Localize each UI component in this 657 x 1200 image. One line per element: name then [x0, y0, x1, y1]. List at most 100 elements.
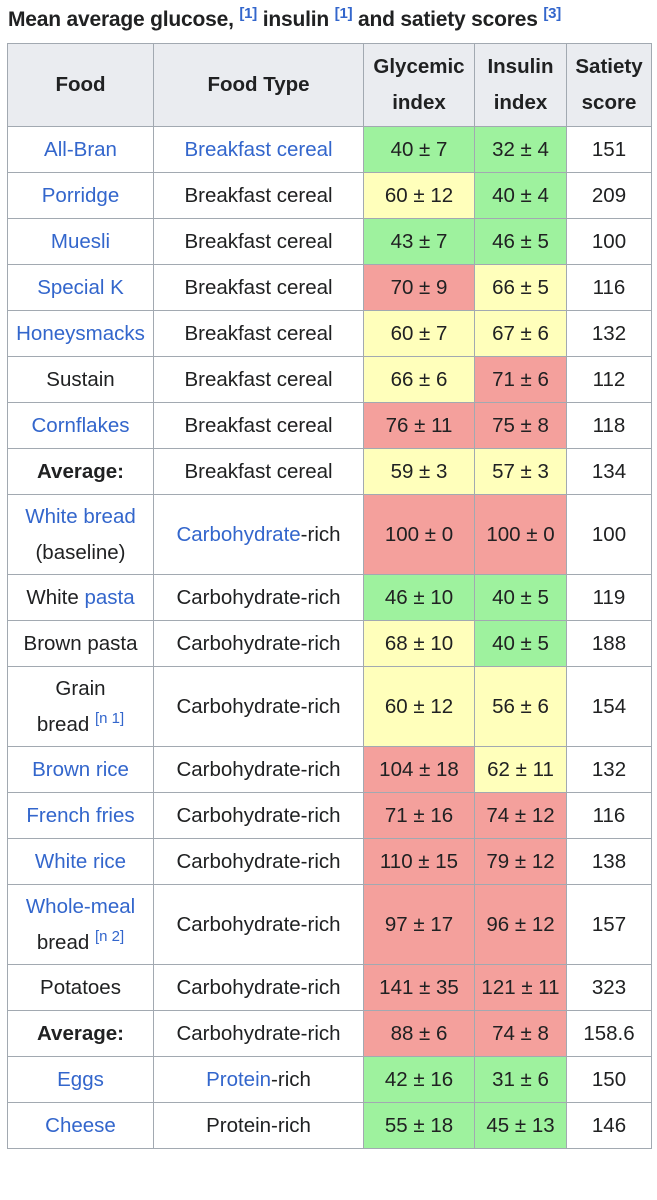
- glycemic-index-cell: 66 ± 6: [363, 356, 475, 403]
- glycemic-index-cell: 71 ± 16: [363, 792, 475, 839]
- satiety-score-cell: 116: [566, 792, 652, 839]
- satiety-score-cell: 154: [566, 666, 652, 747]
- caption-ref-2[interactable]: [1]: [334, 5, 353, 22]
- column-header-glycemic-index[interactable]: Glycemic index: [363, 43, 475, 127]
- food-link[interactable]: Cheese: [45, 1113, 116, 1137]
- caption-ref-1[interactable]: [1]: [239, 5, 258, 22]
- food-link[interactable]: Cornflakes: [31, 413, 130, 437]
- table-row: White pasta Carbohydrate-rich 46 ± 10 40 ± …: [7, 574, 652, 621]
- satiety-score-cell: 150: [566, 1056, 652, 1103]
- satiety-score-cell: 323: [566, 964, 652, 1011]
- footnote-link[interactable]: [n 1]: [94, 709, 125, 727]
- food-type: Carbohydrate-rich: [176, 757, 341, 781]
- food-link[interactable]: All-Bran: [44, 137, 117, 161]
- glycemic-index-cell: 97 ± 17: [363, 884, 475, 965]
- food-type: Breakfast cereal: [184, 321, 333, 345]
- insulin-index-cell: 66 ± 5: [474, 264, 567, 311]
- insulin-index-cell: 45 ± 13: [474, 1102, 567, 1149]
- column-header-insulin-index[interactable]: Insulin index: [474, 43, 567, 127]
- glycemic-index-cell: 104 ± 18: [363, 746, 475, 793]
- table-row: Average: Carbohydrate-rich 88 ± 6 74 ± 8 158…: [7, 1010, 652, 1057]
- food-type: Breakfast cereal: [184, 229, 333, 253]
- insulin-index-cell: 96 ± 12: [474, 884, 567, 965]
- food-cell: Grain bread [n 1]: [7, 666, 154, 747]
- insulin-index-cell: 121 ± 11: [474, 964, 567, 1011]
- caption-ref-3[interactable]: [3]: [543, 5, 562, 22]
- food-cell: Porridge: [7, 172, 154, 219]
- food-name-line2: (baseline): [35, 540, 126, 564]
- food-type-cell: Breakfast cereal: [153, 356, 364, 403]
- satiety-score-cell: 151: [566, 126, 652, 173]
- food-type-cell: Breakfast cereal: [153, 126, 364, 173]
- food-name-line2: bread: [36, 712, 90, 736]
- header-row: Food Food Type Glycemic index Insulin inde…: [7, 43, 652, 127]
- glycemic-index-cell: 60 ± 12: [363, 666, 475, 747]
- food-type-link[interactable]: Breakfast cereal: [184, 137, 333, 161]
- satiety-score-cell: 146: [566, 1102, 652, 1149]
- food-link[interactable]: Porridge: [41, 183, 120, 207]
- satiety-score-cell: 112: [566, 356, 652, 403]
- food-type-cell: Carbohydrate-rich: [153, 494, 364, 575]
- food-type: Carbohydrate-rich: [176, 912, 341, 936]
- food-cell: Brown rice: [7, 746, 154, 793]
- satiety-score-cell: 118: [566, 402, 652, 449]
- table-row: Special K Breakfast cereal 70 ± 9 66 ± 5 116: [7, 264, 652, 311]
- column-header-food[interactable]: Food: [7, 43, 154, 127]
- column-header-food-type[interactable]: Food Type: [153, 43, 364, 127]
- caption-text-1: Mean average glucose,: [8, 8, 234, 31]
- table-row: Potatoes Carbohydrate-rich 141 ± 35 121 ± 1…: [7, 964, 652, 1011]
- food-type-cell: Carbohydrate-rich: [153, 746, 364, 793]
- glycemic-index-cell: 42 ± 16: [363, 1056, 475, 1103]
- food-link[interactable]: Eggs: [57, 1067, 104, 1091]
- food-link[interactable]: Honeysmacks: [16, 321, 145, 345]
- food-type-cell: Carbohydrate-rich: [153, 792, 364, 839]
- table-row: White rice Carbohydrate-rich 110 ± 15 79 ± …: [7, 838, 652, 885]
- food-cell: White bread (baseline): [7, 494, 154, 575]
- food-type-link[interactable]: Protein: [206, 1067, 272, 1091]
- food-name-line2: bread: [36, 930, 90, 954]
- table-row: Brown pasta Carbohydrate-rich 68 ± 10 40 ± …: [7, 620, 652, 667]
- satiety-score-cell: 132: [566, 310, 652, 357]
- food-link[interactable]: White bread: [25, 504, 136, 528]
- table-row: All-Bran Breakfast cereal 40 ± 7 32 ± 4 151: [7, 126, 652, 173]
- caption-text-3: and satiety scores: [358, 8, 538, 31]
- insulin-index-cell: 75 ± 8: [474, 402, 567, 449]
- food-name: Grain: [55, 676, 106, 700]
- food-link[interactable]: Muesli: [50, 229, 111, 253]
- food-link[interactable]: pasta: [84, 585, 135, 609]
- glycemic-index-cell: 60 ± 12: [363, 172, 475, 219]
- food-type-link[interactable]: Carbohydrate: [176, 522, 301, 546]
- food-type: Breakfast cereal: [184, 183, 333, 207]
- food-link[interactable]: French fries: [26, 803, 135, 827]
- food-link[interactable]: Whole-meal: [25, 894, 136, 918]
- food-type: Carbohydrate-rich: [176, 694, 341, 718]
- table-row: Brown rice Carbohydrate-rich 104 ± 18 62 ± …: [7, 746, 652, 793]
- food-name: White: [26, 585, 85, 609]
- food-link[interactable]: White rice: [34, 849, 127, 873]
- food-link[interactable]: Brown rice: [32, 757, 129, 781]
- satiety-score-cell: 116: [566, 264, 652, 311]
- table-row: Cheese Protein-rich 55 ± 18 45 ± 13 146: [7, 1102, 652, 1149]
- food-type: Carbohydrate-rich: [176, 585, 341, 609]
- table-row: Sustain Breakfast cereal 66 ± 6 71 ± 6 112: [7, 356, 652, 403]
- food-type-cell: Breakfast cereal: [153, 264, 364, 311]
- food-type-cell: Breakfast cereal: [153, 448, 364, 495]
- table-row: White bread (baseline) Carbohydrate-rich 10…: [7, 494, 652, 575]
- food-type-cell: Breakfast cereal: [153, 218, 364, 265]
- food-index-table: Food Food Type Glycemic index Insulin inde…: [7, 43, 652, 1149]
- food-cell: Sustain: [7, 356, 154, 403]
- column-header-satiety-score[interactable]: Satiety score: [566, 43, 652, 127]
- food-link[interactable]: Special K: [37, 275, 124, 299]
- food-cell: French fries: [7, 792, 154, 839]
- insulin-index-cell: 71 ± 6: [474, 356, 567, 403]
- food-type-cell: Carbohydrate-rich: [153, 1010, 364, 1057]
- food-type: Breakfast cereal: [184, 459, 333, 483]
- food-type-suffix: -rich: [300, 522, 341, 546]
- food-type-cell: Breakfast cereal: [153, 402, 364, 449]
- food-cell: Brown pasta: [7, 620, 154, 667]
- satiety-score-cell: 138: [566, 838, 652, 885]
- satiety-score-cell: 134: [566, 448, 652, 495]
- table-row: Porridge Breakfast cereal 60 ± 12 40 ± 4 209: [7, 172, 652, 219]
- footnote-link[interactable]: [n 2]: [94, 927, 125, 945]
